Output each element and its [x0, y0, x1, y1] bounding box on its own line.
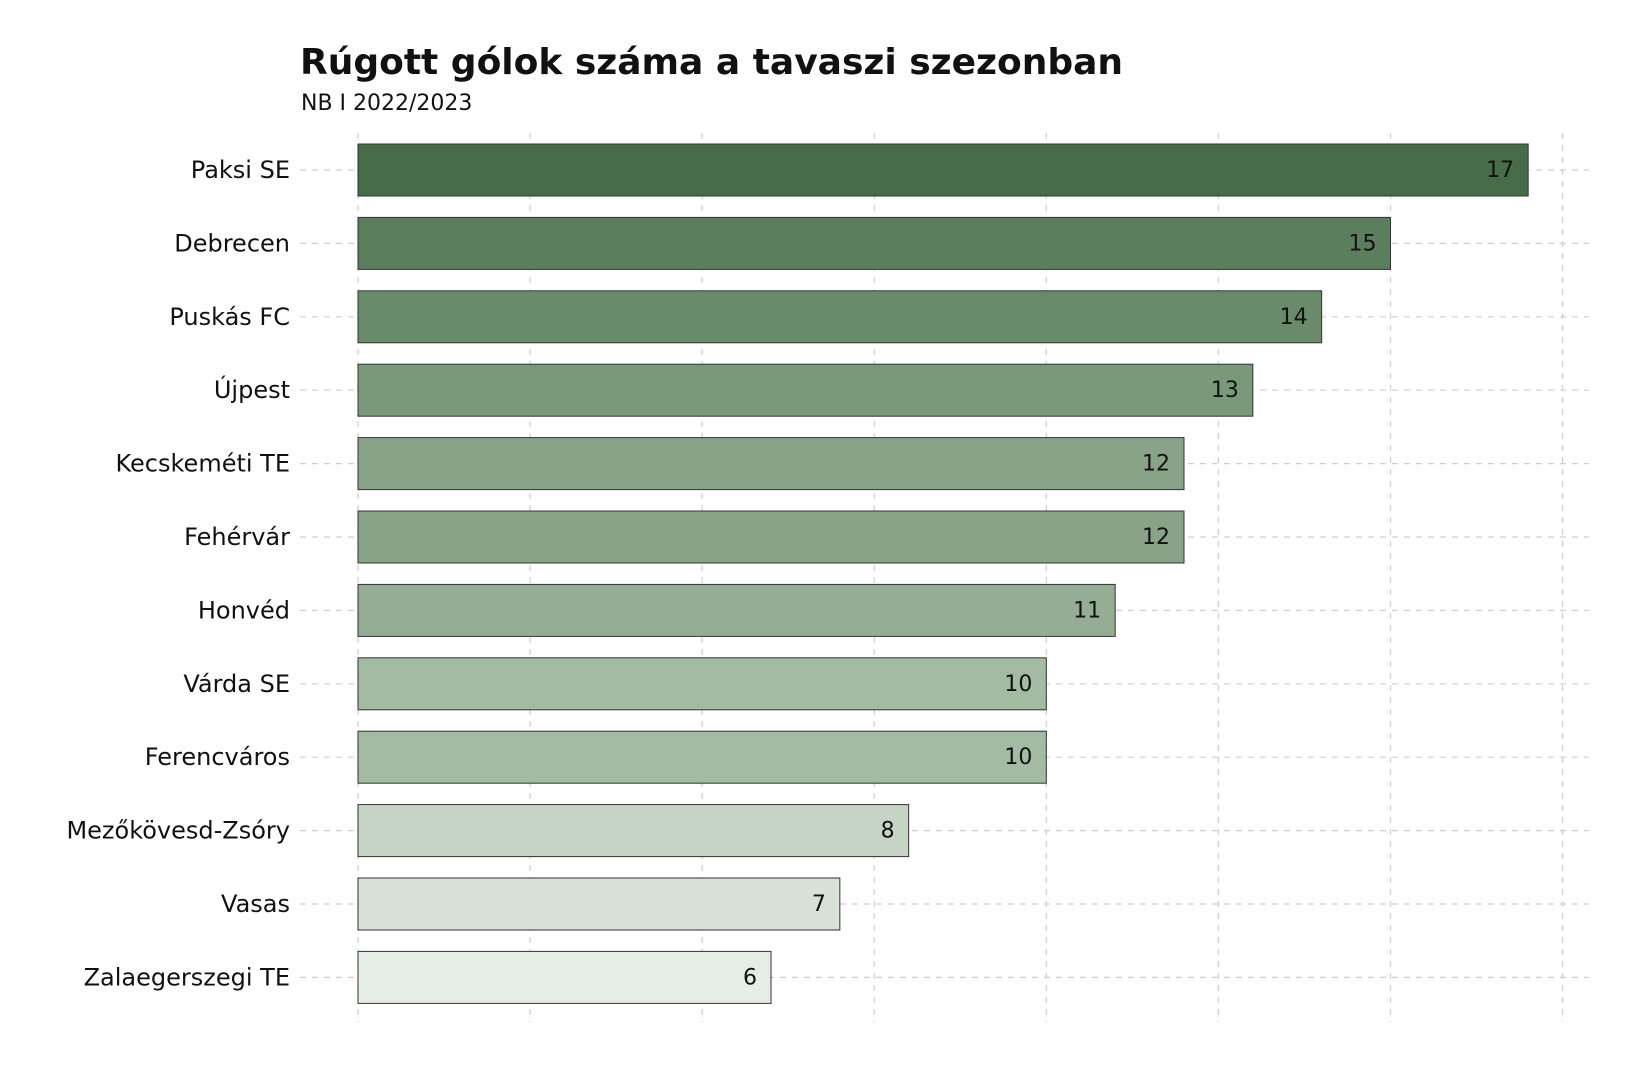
bar	[357, 143, 1529, 197]
value-label: 12	[1142, 525, 1170, 550]
y-tick-label: Puskás FC	[169, 303, 290, 331]
value-label: 10	[1004, 672, 1032, 697]
y-tick-label: Újpest	[214, 374, 290, 404]
y-tick-label: Fehérvár	[184, 523, 290, 551]
value-label: 11	[1073, 598, 1101, 623]
bar	[357, 730, 1047, 784]
chart-title: Rúgott gólok száma a tavaszi szezonban	[300, 42, 1123, 83]
bar	[357, 804, 910, 858]
value-label: 6	[743, 965, 757, 990]
bar	[357, 583, 1116, 637]
value-label: 10	[1004, 745, 1032, 770]
bar	[357, 290, 1323, 344]
value-label: 15	[1349, 231, 1377, 256]
value-label: 7	[812, 892, 826, 917]
bar	[357, 657, 1047, 711]
y-tick-label: Debrecen	[174, 229, 290, 257]
value-label: 14	[1280, 305, 1308, 330]
y-tick-label: Várda SE	[183, 670, 290, 698]
chart-subtitle: NB I 2022/2023	[301, 91, 472, 116]
bar	[357, 216, 1391, 270]
value-label: 17	[1486, 158, 1514, 183]
y-tick-label: Paksi SE	[191, 156, 290, 184]
bar	[357, 363, 1254, 417]
value-label: 13	[1211, 378, 1239, 403]
y-tick-label: Ferencváros	[145, 743, 290, 771]
y-tick-label: Honvéd	[198, 596, 290, 624]
y-tick-label: Kecskeméti TE	[116, 450, 291, 478]
y-tick-label: Mezőkövesd-Zsóry	[66, 817, 290, 845]
y-tick-label: Zalaegerszegi TE	[84, 963, 290, 991]
bar	[357, 510, 1185, 564]
bar	[357, 437, 1185, 491]
bar	[357, 950, 772, 1004]
y-tick-label: Vasas	[221, 890, 290, 918]
value-label: 8	[881, 819, 895, 844]
value-label: 12	[1142, 452, 1170, 477]
bar	[357, 877, 841, 931]
